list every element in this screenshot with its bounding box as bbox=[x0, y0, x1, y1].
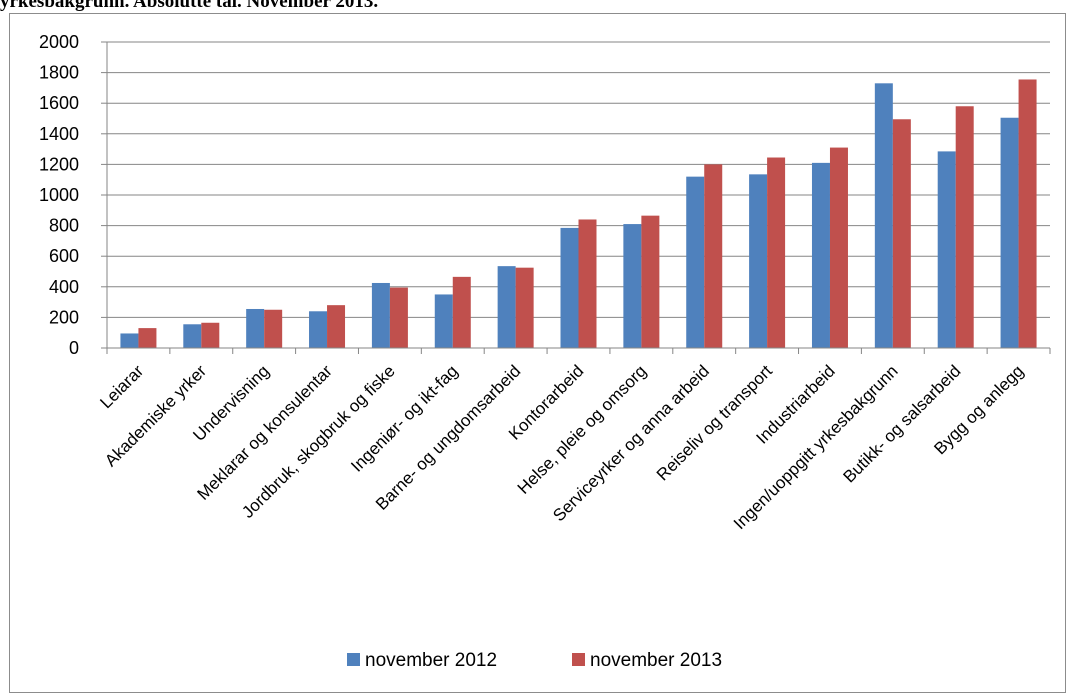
bar-nov-2012-7 bbox=[560, 227, 579, 348]
y-tick-label: 1800 bbox=[39, 63, 79, 83]
bar-nov-2012-0 bbox=[120, 333, 139, 348]
category-label: Helse, pleie og omsorg bbox=[514, 361, 650, 497]
bar-nov-2013-5 bbox=[452, 276, 471, 348]
y-tick-label: 200 bbox=[49, 307, 79, 327]
bar-nov-2013-2 bbox=[264, 309, 283, 348]
bar-nov-2013-4 bbox=[389, 287, 408, 348]
y-tick-label: 1000 bbox=[39, 185, 79, 205]
bar-nov-2012-5 bbox=[434, 294, 453, 348]
legend-label-november-2013: november 2013 bbox=[590, 650, 722, 671]
y-tick-label: 600 bbox=[49, 246, 79, 266]
y-tick-label: 1400 bbox=[39, 124, 79, 144]
bar-nov-2012-4 bbox=[371, 282, 390, 348]
bar-nov-2013-10 bbox=[767, 157, 786, 348]
bar-nov-2013-7 bbox=[578, 219, 597, 348]
category-label: Butikk- og salsarbeid bbox=[840, 361, 965, 486]
y-tick-label: 1600 bbox=[39, 93, 79, 113]
y-tick-label: 0 bbox=[69, 338, 79, 358]
bar-nov-2012-2 bbox=[246, 308, 265, 348]
bar-nov-2012-10 bbox=[749, 174, 768, 348]
bar-nov-2012-8 bbox=[623, 224, 642, 348]
bar-nov-2012-6 bbox=[497, 266, 516, 348]
bar-nov-2013-11 bbox=[829, 147, 848, 348]
legend: november 2012 november 2013 bbox=[347, 650, 722, 671]
y-tick-labels: 0 200 400 600 800 1000 1200 1400 1600 1800 2000 bbox=[39, 32, 107, 358]
legend-swatch-november-2012 bbox=[347, 653, 360, 666]
bar-nov-2012-14 bbox=[1000, 117, 1019, 348]
y-tick-label: 2000 bbox=[39, 32, 79, 52]
category-label: Leiarar bbox=[96, 361, 147, 412]
category-label: Ingeniør- og ikt-fag bbox=[347, 361, 461, 475]
bar-nov-2013-9 bbox=[704, 164, 723, 348]
y-tick-label: 1200 bbox=[39, 154, 79, 174]
bar-nov-2013-12 bbox=[892, 119, 911, 348]
bar-nov-2012-11 bbox=[811, 162, 830, 348]
bar-nov-2013-8 bbox=[641, 215, 660, 348]
bars bbox=[120, 79, 1037, 349]
bar-nov-2012-12 bbox=[874, 83, 893, 348]
bar-nov-2012-3 bbox=[309, 311, 328, 348]
bar-nov-2013-1 bbox=[201, 322, 220, 348]
bar-nov-2012-13 bbox=[937, 151, 956, 348]
bar-nov-2012-1 bbox=[183, 324, 202, 348]
y-tick-label: 400 bbox=[49, 277, 79, 297]
bar-nov-2013-14 bbox=[1018, 79, 1037, 349]
bar-nov-2012-9 bbox=[686, 176, 705, 348]
chart-heading: yrkesbakgrunn. Absolutte tal. November 2… bbox=[0, 0, 379, 12]
bar-nov-2013-6 bbox=[515, 267, 534, 348]
category-label: Reiseliv og transport bbox=[653, 361, 776, 484]
legend-label-november-2012: november 2012 bbox=[365, 650, 497, 671]
bar-nov-2013-0 bbox=[138, 328, 157, 348]
legend-swatch-november-2013 bbox=[572, 653, 585, 666]
bar-nov-2013-13 bbox=[955, 106, 974, 348]
bar-nov-2013-3 bbox=[327, 305, 346, 348]
y-tick-label: 800 bbox=[49, 216, 79, 236]
